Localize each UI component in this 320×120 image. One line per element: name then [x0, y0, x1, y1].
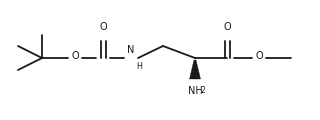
Text: O: O	[223, 22, 231, 32]
Polygon shape	[189, 60, 201, 79]
Text: N: N	[127, 45, 135, 55]
Text: NH: NH	[188, 86, 202, 96]
Text: 2: 2	[201, 86, 205, 95]
Text: O: O	[99, 22, 107, 32]
Text: O: O	[71, 51, 79, 61]
Text: O: O	[255, 51, 263, 61]
Text: H: H	[136, 62, 142, 71]
